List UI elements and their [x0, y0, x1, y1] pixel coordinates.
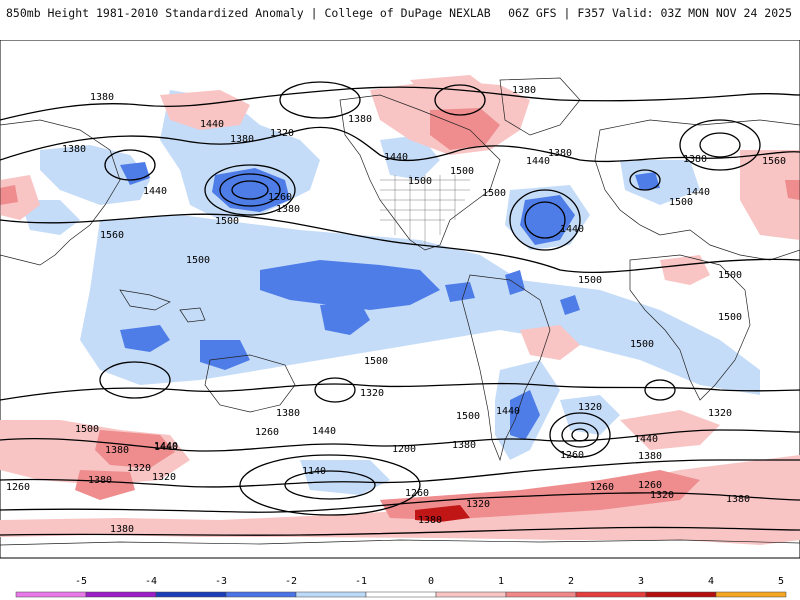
- contour-label: 1500: [578, 275, 602, 286]
- contour-label: 1440: [496, 406, 520, 417]
- contour-label: 1440: [686, 187, 710, 198]
- contour-label: 1440: [312, 426, 336, 437]
- anomaly-map: 1380 1440 1380 1320 1260 1380 1500 1380 …: [0, 40, 800, 559]
- contour-label: 1500: [215, 216, 239, 227]
- colorbar-tick-label: 1: [498, 576, 504, 587]
- contour-label: 1500: [482, 188, 506, 199]
- contour-label: 1440: [143, 186, 167, 197]
- contour-label: 1260: [268, 192, 292, 203]
- contour-label: 1500: [669, 197, 693, 208]
- colorbar-tick-label: -4: [145, 576, 157, 587]
- map-title: 850mb Height 1981-2010 Standardized Anom…: [6, 6, 491, 20]
- colorbar-segment: [225, 591, 297, 598]
- colorbar-segment: [365, 591, 437, 598]
- colorbar-segments: [15, 591, 787, 598]
- contour-label: 1200: [392, 444, 416, 455]
- contour-label: 1560: [762, 156, 786, 167]
- contour-label: 1260: [590, 482, 614, 493]
- colorbar-segment: [155, 591, 227, 598]
- contour-label: 1380: [548, 148, 572, 159]
- colorbar-tick-label: -5: [75, 576, 87, 587]
- contour-label: 1320: [360, 388, 384, 399]
- contour-label: 1380: [452, 440, 476, 451]
- contour-label: 1380: [726, 494, 750, 505]
- contour-label: 1440: [634, 434, 658, 445]
- colorbar-segment: [295, 591, 367, 598]
- contour-label: 1260: [638, 480, 662, 491]
- colorbar-tick-label: 5: [778, 576, 784, 587]
- contour-label: 1440: [154, 442, 178, 453]
- contour-label: 1140: [302, 466, 326, 477]
- colorbar-tick-label: 4: [708, 576, 714, 587]
- colorbar-segment: [15, 591, 87, 598]
- contour-label: 1500: [186, 255, 210, 266]
- contour-label: 1500: [408, 176, 432, 187]
- colorbar-segment: [505, 591, 577, 598]
- height-contours: [0, 81, 800, 536]
- colorbar-segment: [645, 591, 717, 598]
- extreme-positive-anomaly-shading: [415, 505, 470, 522]
- contour-label: 1260: [405, 488, 429, 499]
- contour-label: 1380: [90, 92, 114, 103]
- contour-label: 1260: [560, 450, 584, 461]
- contour-label: 1260: [255, 427, 279, 438]
- contour-label: 1500: [718, 270, 742, 281]
- contour-label: 1380: [683, 154, 707, 165]
- colorbar-tick-label: 0: [428, 576, 434, 587]
- colorbar-tick-label: 2: [568, 576, 574, 587]
- contour-label: 1500: [75, 424, 99, 435]
- colorbar-tick-label: 3: [638, 576, 644, 587]
- colorbar-segment: [715, 591, 787, 598]
- contour-label: 1320: [650, 490, 674, 501]
- colorbar-segment: [435, 591, 507, 598]
- contour-label: 1380: [276, 204, 300, 215]
- contour-label: 1380: [638, 451, 662, 462]
- contour-label: 1320: [270, 128, 294, 139]
- contour-label: 1500: [450, 166, 474, 177]
- colorbar: -5 -4 -3 -2 -1 0 1 2 3 4 5: [15, 576, 787, 598]
- contour-label: 1380: [230, 134, 254, 145]
- colorbar-ticks: -5 -4 -3 -2 -1 0 1 2 3 4 5: [75, 576, 784, 587]
- contour-label: 1560: [100, 230, 124, 241]
- colorbar-tick-label: -3: [215, 576, 227, 587]
- contour-label: 1380: [512, 85, 536, 96]
- contour-label: 1380: [88, 475, 112, 486]
- contour-label: 1500: [456, 411, 480, 422]
- contour-label: 1380: [348, 114, 372, 125]
- model-run-info: 06Z GFS | F357 Valid: 03Z MON NOV 24 202…: [508, 6, 792, 20]
- contour-label: 1380: [62, 144, 86, 155]
- contour-label: 1260: [6, 482, 30, 493]
- contour-label: 1320: [578, 402, 602, 413]
- contour-label: 1320: [466, 499, 490, 510]
- contour-label: 1500: [364, 356, 388, 367]
- contour-label: 1440: [560, 224, 584, 235]
- contour-label: 1440: [200, 119, 224, 130]
- colorbar-tick-label: -1: [355, 576, 367, 587]
- colorbar-segment: [85, 591, 157, 598]
- political-borders: [380, 175, 470, 245]
- contour-label: 1380: [110, 524, 134, 535]
- contour-label: 1440: [384, 152, 408, 163]
- contour-labels: 1380 1440 1380 1320 1260 1380 1500 1380 …: [6, 85, 786, 535]
- contour-label: 1320: [152, 472, 176, 483]
- contour-label: 1320: [708, 408, 732, 419]
- contour-label: 1500: [630, 339, 654, 350]
- contour-label: 1440: [526, 156, 550, 167]
- colorbar-segment: [575, 591, 647, 598]
- colorbar-tick-label: -2: [285, 576, 297, 587]
- contour-label: 1440: [154, 441, 178, 452]
- contour-label: 1320: [127, 463, 151, 474]
- contour-label: 1380: [105, 445, 129, 456]
- contour-label: 1500: [718, 312, 742, 323]
- contour-label: 1380: [276, 408, 300, 419]
- contour-label: 1380: [418, 515, 442, 526]
